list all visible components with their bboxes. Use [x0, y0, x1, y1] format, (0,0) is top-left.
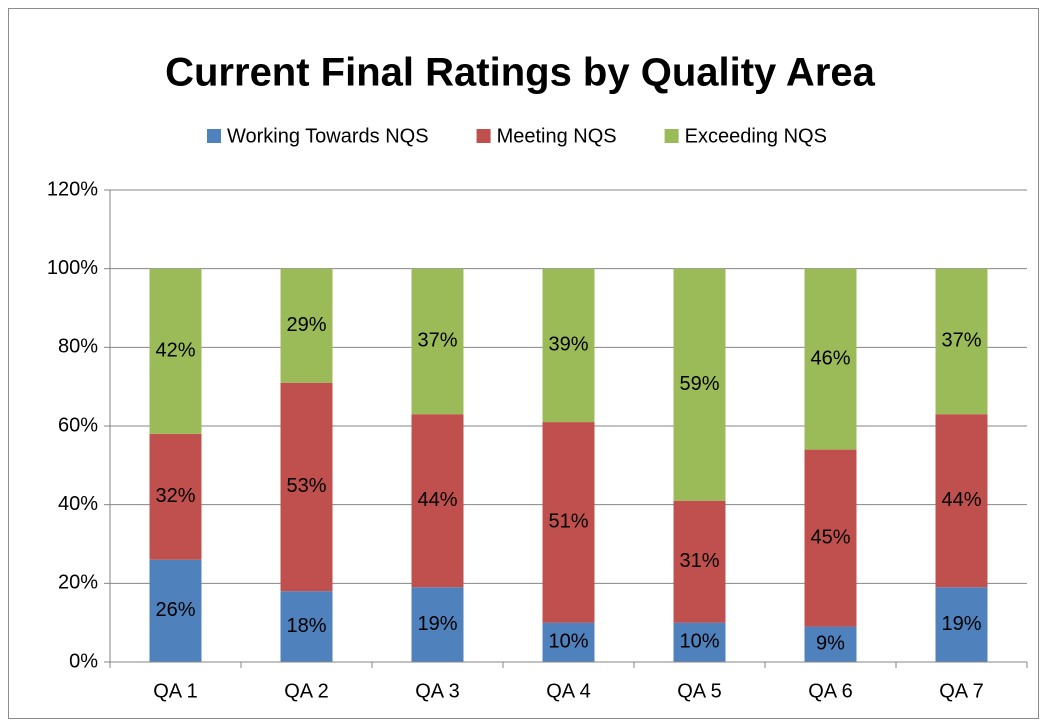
legend-label: Exceeding NQS — [685, 125, 827, 147]
legend-swatch — [207, 129, 221, 143]
legend-label: Working Towards NQS — [227, 125, 429, 147]
y-tick-label: 40% — [58, 493, 98, 515]
bar-segment — [804, 449, 857, 627]
data-label: 42% — [155, 340, 195, 362]
y-tick-label: 20% — [58, 572, 98, 594]
bar-segment — [149, 559, 202, 662]
data-label: 45% — [810, 526, 850, 548]
x-tick-label: QA 6 — [808, 680, 852, 702]
data-label: 37% — [417, 330, 457, 352]
x-tick-label: QA 3 — [415, 680, 459, 702]
data-label: 10% — [679, 631, 719, 653]
bar-segment — [149, 433, 202, 560]
data-label: 53% — [286, 475, 326, 497]
bar-segment — [804, 268, 857, 450]
data-label: 19% — [417, 613, 457, 635]
y-tick-label: 0% — [69, 650, 98, 672]
data-label: 31% — [679, 550, 719, 572]
y-tick-label: 120% — [47, 178, 98, 200]
bar-segment — [411, 587, 464, 662]
bar-segment — [673, 500, 726, 623]
y-tick-label: 80% — [58, 336, 98, 358]
bar-segment — [935, 414, 988, 588]
data-label: 32% — [155, 485, 195, 507]
y-tick-label: 100% — [47, 257, 98, 279]
x-tick-label: QA 5 — [677, 680, 721, 702]
bar-segment — [149, 268, 202, 434]
data-label: 10% — [548, 631, 588, 653]
bar-segment — [411, 268, 464, 415]
data-label: 51% — [548, 511, 588, 533]
bar-segment — [935, 587, 988, 662]
data-label: 44% — [417, 489, 457, 511]
bar-segment — [411, 414, 464, 588]
bar-segment — [935, 268, 988, 415]
bar-segment — [542, 422, 595, 623]
legend-label: Meeting NQS — [497, 125, 617, 147]
data-label: 39% — [548, 334, 588, 356]
bar-segment — [280, 382, 333, 592]
bar-segment — [280, 268, 333, 383]
data-label: 46% — [810, 347, 850, 369]
data-label: 44% — [941, 489, 981, 511]
x-tick-label: QA 4 — [546, 680, 590, 702]
data-label: 59% — [679, 373, 719, 395]
legend-swatch — [476, 129, 491, 143]
bar-segment — [804, 626, 857, 662]
x-tick-label: QA 7 — [939, 680, 983, 702]
legend-swatch — [664, 129, 679, 143]
data-label: 18% — [286, 615, 326, 637]
bar-segment — [542, 622, 595, 662]
bar-segment — [673, 268, 726, 501]
data-label: 26% — [155, 599, 195, 621]
data-label: 19% — [941, 613, 981, 635]
x-tick-label: QA 1 — [153, 680, 197, 702]
data-label: 29% — [286, 314, 326, 336]
bar-segment — [673, 622, 726, 662]
y-tick-label: 60% — [58, 414, 98, 436]
bar-segment — [280, 591, 333, 662]
data-label: 9% — [816, 633, 845, 655]
data-label: 37% — [941, 330, 981, 352]
x-tick-label: QA 2 — [284, 680, 328, 702]
chart-title: Current Final Ratings by Quality Area — [165, 51, 876, 95]
bar-segment — [542, 268, 595, 423]
